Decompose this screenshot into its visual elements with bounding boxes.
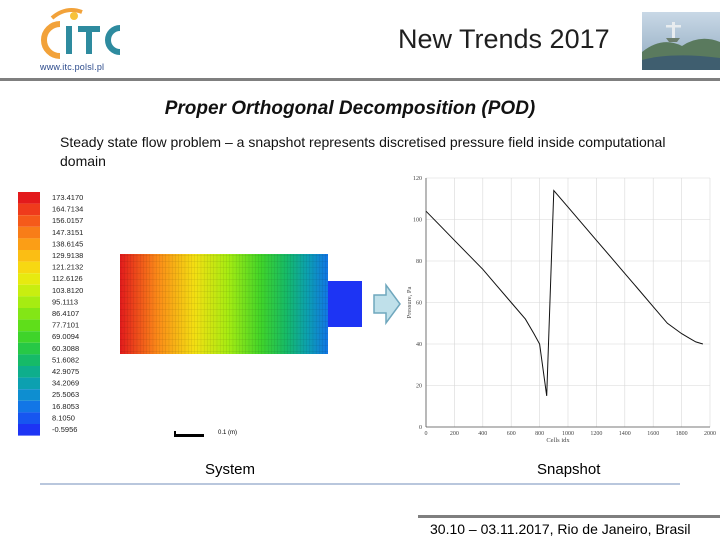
itc-logo: [30, 6, 130, 76]
pressure-chart-svg: 0 200 400 600 800 1000 1200 1400 1600 1800 2000 0 20…: [406, 176, 716, 444]
legend-swatch: [18, 319, 40, 332]
y-axis-label: Pressure, Pa: [406, 287, 413, 319]
x-tick-label: 600: [507, 431, 516, 437]
y-tick-label: 100: [413, 218, 422, 224]
legend-value: 103.8120: [52, 286, 83, 295]
slide-description: Steady state flow problem – a snapshot r…: [60, 134, 666, 169]
right-arrow-icon: [372, 282, 402, 326]
x-tick-label: 1400: [619, 431, 631, 437]
legend-value: 156.0157: [52, 216, 83, 225]
legend-value: 164.7134: [52, 205, 83, 214]
logo-url: www.itc.polsl.pl: [40, 62, 105, 72]
caption-snapshot: Snapshot: [537, 461, 601, 478]
legend-value: 86.4107: [52, 309, 79, 318]
legend-value: 173.4170: [52, 193, 83, 202]
y-tick-label: 0: [419, 425, 422, 431]
footer-divider: [418, 515, 720, 518]
rio-photo: [642, 12, 720, 70]
x-tick-label: 800: [535, 431, 544, 437]
legend-swatch: [18, 238, 40, 250]
legend-swatch: [18, 412, 40, 424]
y-tick-label: 80: [416, 259, 422, 265]
slide-title: Proper Orthogonal Decomposition (POD): [164, 98, 536, 119]
legend-swatch: [18, 250, 40, 262]
scale-bar: 0.1 (m): [170, 425, 250, 439]
footer-date-location: 30.10 – 03.11.2017, Rio de Janeiro, Bras…: [430, 521, 691, 537]
legend-value: 77.7101: [52, 321, 79, 330]
legend-value: 8.1050: [52, 413, 75, 422]
scale-bar-label: 0.1 (m): [218, 430, 237, 436]
legend-swatch: [18, 400, 40, 413]
legend-swatch: [18, 192, 40, 204]
legend-swatch: [18, 261, 40, 274]
x-tick-label: 1200: [590, 431, 602, 437]
right-arrow-shape: [373, 282, 401, 326]
legend-swatch: [18, 377, 40, 390]
rio-photo-image: [642, 12, 720, 70]
pressure-series-line: [425, 189, 704, 396]
x-tick-label: 200: [450, 431, 459, 437]
pressure-legend: 173.4170 164.7134 156.0157 147.3151 138.6145…: [18, 192, 98, 437]
x-tick-label: 400: [478, 431, 487, 437]
legend-swatch: [18, 226, 40, 239]
legend-swatch: [18, 215, 40, 227]
x-tick-label: 1000: [562, 431, 574, 437]
itc-logo-icon: [41, 8, 121, 59]
legend-value: 138.6145: [52, 239, 83, 248]
legend-value: 16.8053: [52, 402, 79, 411]
legend-swatch: [18, 331, 40, 343]
legend-value: 60.3088: [52, 344, 79, 353]
computational-domain-svg: [120, 254, 362, 354]
domain-outlet: [328, 281, 362, 327]
computational-domain: [118, 250, 368, 360]
x-tick-label: 2000: [704, 431, 716, 437]
legend-swatch: [18, 296, 40, 308]
legend-value: 51.6082: [52, 355, 79, 364]
pressure-chart: 0 200 400 600 800 1000 1200 1400 1600 1800 2000 0 20…: [402, 172, 720, 444]
legend-swatch: [18, 284, 40, 297]
legend-value: 69.0094: [52, 332, 79, 341]
legend-swatch: [18, 424, 40, 436]
y-tick-label: 40: [416, 342, 422, 348]
legend-swatch: [18, 273, 40, 285]
header-divider: [0, 78, 720, 81]
legend-value: 42.9075: [52, 367, 79, 376]
legend-value: 34.2069: [52, 379, 79, 388]
x-tick-label: 0: [425, 431, 428, 437]
conference-title: New Trends 2017: [398, 24, 610, 54]
legend-swatch: [18, 389, 40, 401]
y-tick-label: 120: [413, 176, 422, 182]
legend-value: 121.2132: [52, 263, 83, 272]
caption-system: System: [205, 461, 256, 478]
legend-swatch: [18, 366, 40, 378]
legend-swatch: [18, 203, 40, 216]
legend-value: 95.1113: [52, 297, 78, 306]
pressure-legend-svg: 173.4170 164.7134 156.0157 147.3151 138.6145…: [18, 192, 83, 436]
x-tick-label: 1600: [647, 431, 659, 437]
y-tick-label: 20: [416, 384, 422, 390]
caption-divider: [40, 483, 680, 485]
legend-swatch: [18, 342, 40, 355]
legend-value: 25.5063: [52, 390, 79, 399]
legend-value: 147.3151: [52, 228, 83, 237]
legend-value: 112.6126: [52, 274, 83, 283]
y-tick-label: 60: [416, 301, 422, 307]
legend-value: 129.9138: [52, 251, 83, 260]
scale-bar-svg: 0.1 (m): [174, 430, 237, 437]
legend-value: -0.5956: [52, 425, 77, 434]
legend-swatch: [18, 308, 40, 320]
x-axis-label: Cells idx: [546, 437, 570, 444]
legend-swatch: [18, 354, 40, 366]
x-tick-label: 1800: [676, 431, 688, 437]
